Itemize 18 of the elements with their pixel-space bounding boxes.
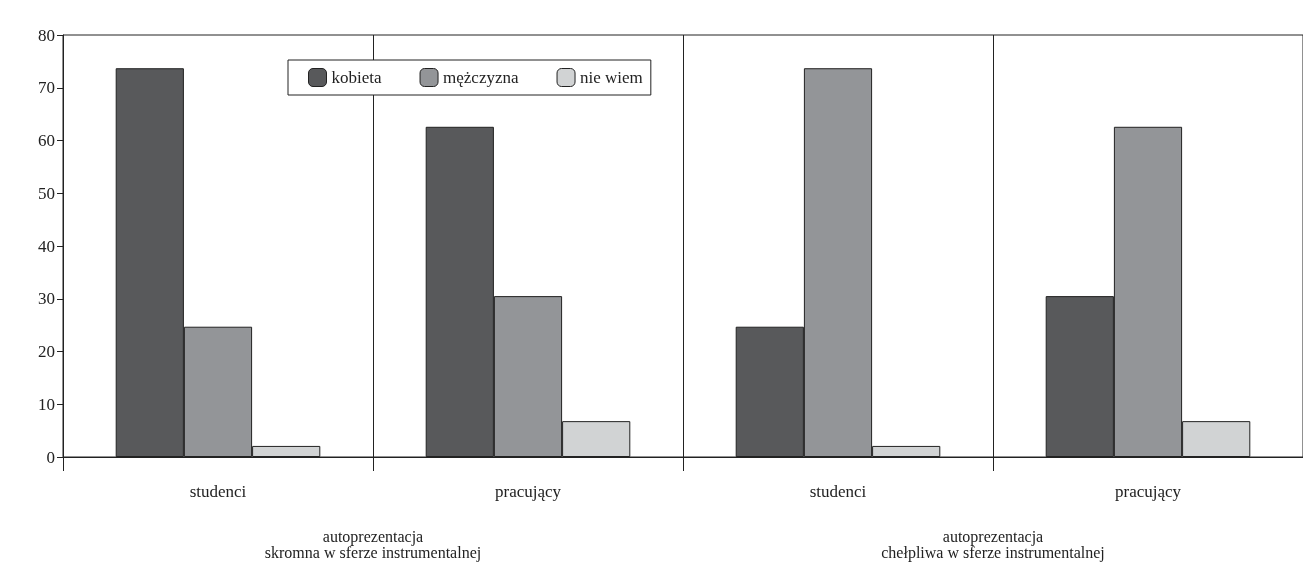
- legend-label: nie wiem: [580, 68, 643, 87]
- legend-label: kobieta: [331, 68, 382, 87]
- y-tick-label: 40: [38, 236, 55, 256]
- x-tick-label: pracujący: [494, 482, 562, 501]
- y-tick-label: 60: [38, 131, 55, 150]
- y-tick-label: 30: [38, 289, 55, 309]
- x-tick-label: studenci: [189, 482, 247, 501]
- y-tick-label: 10: [38, 394, 55, 414]
- y-tick-label: 20: [38, 342, 55, 361]
- text: autoprezentacja skromna w sferze instrumentalnej: [264, 527, 482, 562]
- y-tick-label: 70: [38, 78, 55, 98]
- legend-label: mężczyzna: [443, 68, 519, 87]
- y-tick-label: 80: [38, 25, 55, 45]
- x-tick-label: studenci: [809, 482, 867, 501]
- y-tick-label: 50: [38, 183, 55, 203]
- text: autoprezentacja chełpliwa w sferze instrumentalnej: [881, 527, 1105, 562]
- y-tick-label: 0: [46, 447, 55, 467]
- x-tick-label: pracujący: [1114, 482, 1182, 501]
